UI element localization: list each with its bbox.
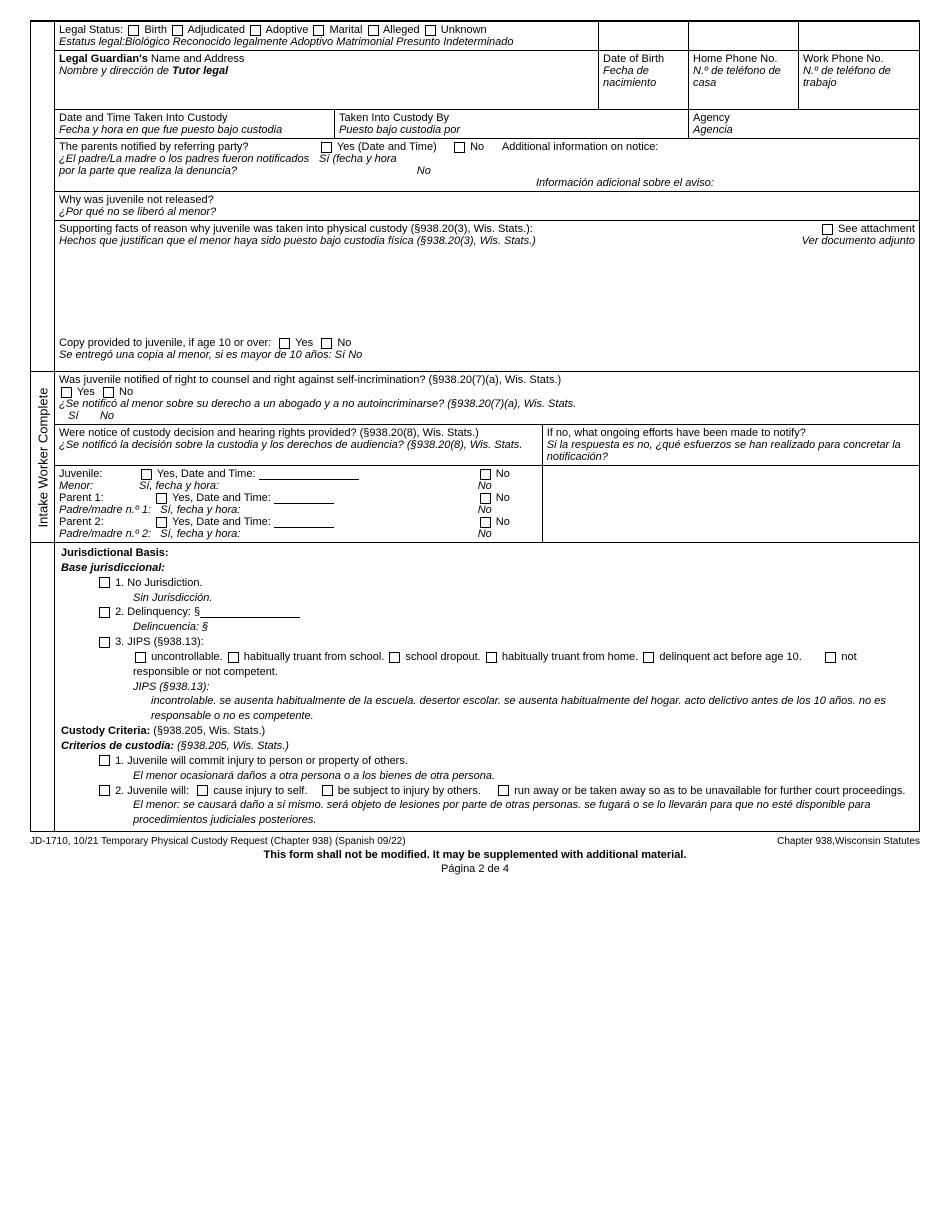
checkbox-marital[interactable] <box>313 25 324 36</box>
footer-page: Página 2 de 4 <box>30 863 920 875</box>
checkbox-juris-2[interactable] <box>99 607 110 618</box>
checkbox-juris-3[interactable] <box>99 637 110 648</box>
checkbox-p2-yes[interactable] <box>156 517 167 528</box>
checkbox-juris-1[interactable] <box>99 577 110 588</box>
footer-left: JD-1710, 10/21 Temporary Physical Custod… <box>30 836 406 847</box>
checkbox-p1-yes[interactable] <box>156 493 167 504</box>
checkbox-p1-no[interactable] <box>480 493 491 504</box>
checkbox-cust-2a[interactable] <box>197 785 208 796</box>
checkbox-adoptive[interactable] <box>250 25 261 36</box>
checkbox-cust-2b[interactable] <box>322 785 333 796</box>
checkbox-see-attachment[interactable] <box>822 224 833 235</box>
checkbox-cust-1[interactable] <box>99 755 110 766</box>
checkbox-copy-no[interactable] <box>321 338 332 349</box>
checkbox-counsel-yes[interactable] <box>61 387 72 398</box>
sidebar-intake-worker: Intake Worker Complete <box>35 387 50 527</box>
checkbox-copy-yes[interactable] <box>279 338 290 349</box>
checkbox-alleged[interactable] <box>368 25 379 36</box>
checkbox-juv-yes[interactable] <box>141 469 152 480</box>
checkbox-jips-f[interactable] <box>825 652 836 663</box>
checkbox-birth[interactable] <box>128 25 139 36</box>
checkbox-p2-no[interactable] <box>480 517 491 528</box>
checkbox-cust-2c[interactable] <box>498 785 509 796</box>
checkbox-jips-a[interactable] <box>135 652 146 663</box>
checkbox-juv-no[interactable] <box>480 469 491 480</box>
footer-mod: This form shall not be modified. It may … <box>30 849 920 861</box>
checkbox-jips-e[interactable] <box>643 652 654 663</box>
legal-status-label: Legal Status: <box>59 24 123 36</box>
checkbox-notify-yes[interactable] <box>321 142 332 153</box>
checkbox-jips-d[interactable] <box>486 652 497 663</box>
checkbox-jips-c[interactable] <box>389 652 400 663</box>
checkbox-counsel-no[interactable] <box>103 387 114 398</box>
checkbox-jips-b[interactable] <box>228 652 239 663</box>
checkbox-notify-no[interactable] <box>454 142 465 153</box>
checkbox-unknown[interactable] <box>425 25 436 36</box>
checkbox-adjudicated[interactable] <box>172 25 183 36</box>
checkbox-cust-2[interactable] <box>99 785 110 796</box>
footer-right: Chapter 938,Wisconsin Statutes <box>777 836 920 847</box>
